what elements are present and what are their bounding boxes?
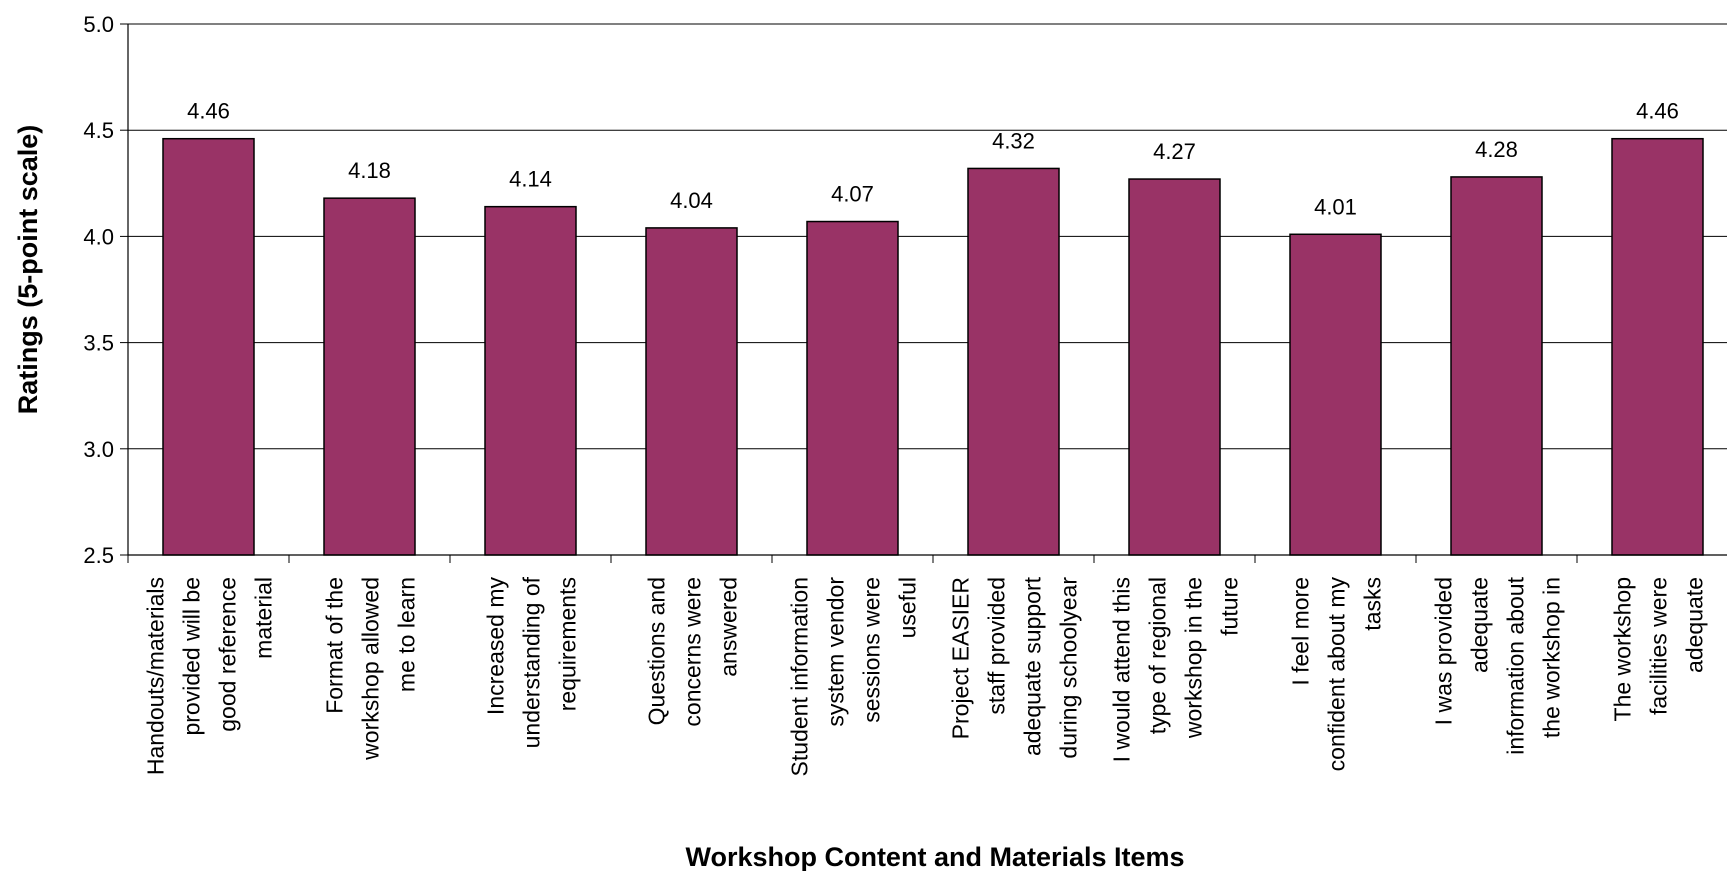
data-label: 4.46: [187, 99, 230, 124]
x-category-label-line: I was provided: [1431, 577, 1457, 725]
x-category-label-line: system vendor: [823, 577, 849, 727]
x-category-label-line: Handouts/materials: [143, 577, 169, 775]
data-label: 4.01: [1314, 194, 1357, 219]
x-category-label: Questions and concerns were answered: [644, 577, 742, 727]
data-label: 4.32: [992, 128, 1035, 153]
x-category-label: I was provided adequate information about t…: [1431, 576, 1565, 754]
x-category-label-line: provided will be: [179, 577, 205, 736]
bars: [162, 137, 1704, 556]
x-category-label: Format of the workshop allowed me to learn: [322, 577, 420, 761]
bar: [1611, 137, 1704, 556]
y-tick-label: 2.5: [83, 543, 114, 568]
x-category-label-line: useful: [895, 577, 921, 638]
axes: [120, 23, 1727, 563]
x-category-label-line: requirements: [555, 577, 581, 711]
bar: [323, 197, 416, 556]
data-label: 4.18: [348, 158, 391, 183]
bar: [1289, 233, 1382, 556]
x-category-label-line: adequate: [1682, 577, 1708, 673]
x-category-label-line: confident about my: [1324, 577, 1350, 772]
bar: [806, 220, 899, 556]
x-category-label: Increased my understanding of requirements: [483, 576, 581, 748]
x-category-label-line: facilities were: [1646, 577, 1672, 715]
x-category-label-line: I feel more: [1288, 577, 1314, 686]
x-category-label-line: I would attend this: [1109, 577, 1135, 762]
x-category-label-line: material: [251, 577, 277, 659]
x-category-label: I feel more confident about my tasks: [1288, 577, 1386, 772]
x-category-label-line: Student information: [787, 577, 813, 776]
bar: [645, 227, 738, 556]
x-category-label-line: workshop allowed: [358, 577, 384, 761]
x-category-label-line: The workshop: [1610, 577, 1636, 721]
x-category-label: Project EASIER staff provided adequate sup…: [948, 576, 1082, 758]
y-axis-title: Ratings (5-point scale): [13, 125, 43, 415]
x-category-label-line: concerns were: [680, 577, 706, 727]
x-category-label: Student information system vendor sessions…: [787, 577, 921, 777]
x-category-label-line: me to learn: [394, 577, 420, 692]
y-tick-label: 4.0: [83, 224, 114, 249]
y-tick-label: 3.0: [83, 437, 114, 462]
bar: [484, 205, 577, 556]
y-tick-label: 4.5: [83, 118, 114, 143]
x-category-label-line: during schoolyear: [1056, 577, 1082, 759]
data-label: 4.07: [831, 182, 874, 207]
labels: 2.5 3.0 3.5 4.0 4.5 5.0 4.46 Handouts/materials…: [83, 12, 1707, 776]
bar: [967, 167, 1060, 556]
x-category-label-line: good reference: [215, 577, 241, 732]
data-label: 4.46: [1636, 99, 1679, 124]
bar: [162, 137, 255, 556]
x-category-label-line: answered: [716, 577, 742, 677]
x-category-label-line: information about: [1503, 576, 1529, 754]
bar: [1450, 176, 1543, 556]
x-category-label-line: future: [1217, 577, 1243, 636]
y-tick-label: 3.5: [83, 331, 114, 356]
data-label: 4.28: [1475, 137, 1518, 162]
x-category-label-line: Increased my: [483, 577, 509, 716]
y-tick-label: 5.0: [83, 12, 114, 37]
x-category-label-line: workshop in the: [1181, 577, 1207, 739]
x-category-label: Handouts/materials provided will be good r…: [143, 577, 277, 775]
x-category-label-line: Format of the: [322, 577, 348, 714]
bar: [1128, 178, 1221, 556]
x-category-label-line: Project EASIER: [948, 577, 974, 739]
x-category-label: I would attend this type of regional works…: [1109, 577, 1243, 762]
x-category-label-line: sessions were: [859, 577, 885, 723]
x-category-label-line: type of regional: [1145, 577, 1171, 734]
x-category-label-line: Questions and: [644, 577, 670, 725]
x-category-label: The workshop facilities were adequate: [1610, 577, 1708, 721]
x-axis-title: Workshop Content and Materials Items: [685, 842, 1184, 871]
x-category-label-line: tasks: [1360, 577, 1386, 631]
data-label: 4.27: [1153, 139, 1196, 164]
x-category-label-line: adequate support: [1020, 576, 1046, 756]
x-category-label-line: the workshop in: [1539, 577, 1565, 738]
x-category-label-line: understanding of: [519, 576, 545, 748]
x-category-label-line: staff provided: [984, 577, 1010, 715]
data-label: 4.14: [509, 167, 552, 192]
x-category-label-line: adequate: [1467, 577, 1493, 673]
data-label: 4.04: [670, 188, 713, 213]
